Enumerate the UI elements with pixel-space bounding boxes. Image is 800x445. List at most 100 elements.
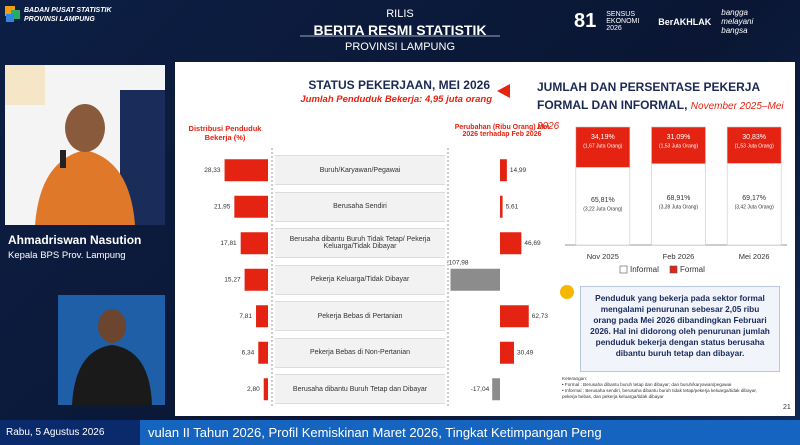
bar xyxy=(234,195,268,218)
bar xyxy=(263,378,268,401)
category-label: Buruh/Karyawan/Pegawai xyxy=(275,155,445,186)
presenter-head xyxy=(65,104,105,152)
value-label: 7,81 xyxy=(239,313,252,320)
bar-segment xyxy=(726,126,782,164)
x-tick-label: Feb 2026 xyxy=(663,252,695,261)
ticker: vulan II Tahun 2026, Profil Kemiskinan M… xyxy=(148,425,602,440)
logo-mark xyxy=(5,6,15,16)
notes: Keterangan: • Formal : Berusaha dibantu … xyxy=(562,376,762,400)
x-tick-label: Nov 2025 xyxy=(587,252,619,261)
logo: SENSUS EKONOMI 2026 xyxy=(606,11,640,32)
org-name: BADAN PUSAT STATISTIK xyxy=(24,7,112,14)
bar xyxy=(500,195,503,218)
date: Rabu, 5 Agustus 2026 xyxy=(6,427,105,438)
org-logo: BADAN PUSAT STATISTIK PROVINSI LAMPUNG xyxy=(24,6,112,24)
value-label: 68,91% xyxy=(667,195,691,202)
notes-title: Keterangan: xyxy=(562,376,588,381)
signer-body xyxy=(72,345,152,405)
subtitle: PROVINSI LAMPUNG xyxy=(344,41,456,53)
category-label: Pekerja Keluarga/Tidak Dibayar xyxy=(275,264,445,295)
legend-swatch xyxy=(669,265,678,274)
value-label: 62,73 xyxy=(532,313,549,320)
chart-subtitle: Jumlah Penduduk Bekerja: 4,95 juta orang xyxy=(300,94,492,105)
category-label: Pekerja Bebas di Non-Pertanian xyxy=(275,337,445,368)
bar xyxy=(244,268,268,291)
value-label: 65,81% xyxy=(591,197,615,204)
value-label: 31,09% xyxy=(667,134,691,141)
legend-label: Formal xyxy=(680,265,705,274)
note-text: : Berusaha sendiri, berusaha dibantu bur… xyxy=(562,388,757,399)
value-label: 21,95 xyxy=(214,203,231,210)
value-label: 15,27 xyxy=(224,276,241,283)
bar-segment xyxy=(726,163,782,246)
value-label: 69,17% xyxy=(742,195,766,202)
bar xyxy=(500,159,507,182)
category-label: Berusaha dibantu Buruh Tetap dan Dibayar xyxy=(275,374,445,405)
date-box xyxy=(0,420,140,445)
value-label: -107,98 xyxy=(446,259,468,266)
bulb-icon xyxy=(560,285,574,299)
bar xyxy=(258,341,268,364)
bar-segment xyxy=(575,167,631,246)
value-label: 2,80 xyxy=(247,386,260,393)
logo-mark xyxy=(11,10,20,19)
chart-title-block: JUMLAH DAN PERSENTASE PEKERJA FORMAL DAN… xyxy=(537,78,787,136)
value-label: 6,34 xyxy=(242,349,255,356)
presenter-body xyxy=(35,150,135,225)
count-label: (3,22 Juta Orang) xyxy=(583,207,623,213)
category-label: Pekerja Bebas di Pertanian xyxy=(275,301,445,332)
bar-segment xyxy=(651,163,706,246)
x-tick-label: Mei 2026 xyxy=(739,252,770,261)
title: BERITA RESMI STATISTIK xyxy=(313,22,487,38)
note: • Informal : Berusaha sendiri, berusaha … xyxy=(562,388,757,399)
bar xyxy=(450,268,500,291)
page-number: 21 xyxy=(783,404,791,411)
callout: Penduduk yang bekerja pada sektor formal… xyxy=(580,286,780,372)
presenter-name: Ahmadriswan Nasution xyxy=(8,233,142,247)
partner-logos: 81 SENSUS EKONOMI 2026 BerAKHLAK bangga … xyxy=(574,8,769,35)
category-label: Berusaha Sendiri xyxy=(275,191,445,222)
value-label: -17,04 xyxy=(471,386,490,393)
chart-title: STATUS PEKERJAAN, MEI 2026 xyxy=(308,78,490,92)
value-label: 30,83% xyxy=(742,134,766,141)
legend-label: Informal xyxy=(630,265,659,274)
note: • Formal : Berusaha dibantu buruh tetap … xyxy=(562,382,732,387)
video-lamp xyxy=(5,65,45,105)
logo-mark xyxy=(6,14,14,22)
value-label: 14,99 xyxy=(510,167,527,174)
header-title: RILIS BERITA RESMI STATISTIK PROVINSI LA… xyxy=(250,8,550,53)
series-header: Distribusi Penduduk Bekerja (%) xyxy=(188,124,262,142)
bar-segment xyxy=(575,126,631,168)
chart-title: JUMLAH DAN PERSENTASE PEKERJA FORMAL DAN… xyxy=(537,80,760,112)
chart-subtitle: November 2025–Mei 2026 xyxy=(537,101,784,132)
bar xyxy=(240,232,268,255)
value-label: 30,49 xyxy=(517,349,534,356)
bar xyxy=(500,305,529,328)
value-label: 28,33 xyxy=(204,167,221,174)
legend-swatch xyxy=(619,265,628,274)
logo: bangga melayani bangsa xyxy=(721,8,754,35)
count-label: (1,67 Juta Orang) xyxy=(583,143,623,149)
logo: 81 xyxy=(574,10,597,32)
count-label: (3,39 Juta Orang) xyxy=(659,205,699,211)
bar-segment xyxy=(651,126,706,164)
bar xyxy=(492,378,500,401)
microphone xyxy=(60,150,66,168)
note-text: : Berusaha dibantu buruh tetap dan dibay… xyxy=(580,382,732,387)
arrow-icon xyxy=(497,84,510,98)
series-header: Perubahan (Ribu Orang) Mei 2026 terhadap… xyxy=(454,124,550,138)
bar xyxy=(500,341,514,364)
note-term: Formal xyxy=(564,382,580,387)
signer-head xyxy=(98,309,126,343)
presenter-role: Kepala BPS Prov. Lampung xyxy=(8,250,126,261)
value-label: 34,19% xyxy=(591,134,615,141)
value-label: 46,69 xyxy=(524,240,541,247)
bar xyxy=(224,159,268,182)
count-label: (1,53 Juta Orang) xyxy=(659,143,699,149)
bar xyxy=(256,305,268,328)
bar xyxy=(500,232,522,255)
note-term: Informal xyxy=(564,388,582,393)
value-label: 17,81 xyxy=(220,240,237,247)
count-label: (3,42 Juta Orang) xyxy=(735,205,775,211)
